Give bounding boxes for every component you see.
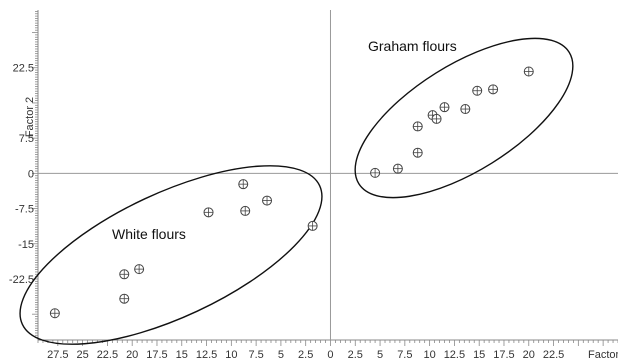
white-flour-point: [134, 264, 145, 275]
white-flour-point: [119, 269, 130, 280]
white-flour-point: [238, 179, 249, 190]
y-tick-label: -22.5: [9, 274, 34, 286]
white-flour-point: [240, 205, 251, 216]
graham-flour-point: [431, 113, 442, 124]
x-tick-label: 25: [76, 349, 88, 361]
graham-flour-point: [370, 167, 381, 178]
y-tick-label: -7.5: [15, 204, 34, 216]
x-tick-label: 12.5: [196, 349, 217, 361]
x-tick-label: 2.5: [348, 349, 363, 361]
x-tick-label: 10: [423, 349, 435, 361]
white-flour-point: [49, 308, 60, 319]
white-flours-ellipse: [19, 165, 323, 345]
y-axis-title: Factor 2: [24, 97, 36, 137]
graham-flour-point: [439, 102, 450, 113]
group-ellipses: [19, 37, 574, 345]
x-axis-title: Factor: [588, 349, 618, 361]
white-flour-point: [119, 293, 130, 304]
x-tick-label: 5: [377, 349, 383, 361]
graham-flours-ellipse: [354, 37, 574, 199]
graham-flour-point: [472, 85, 483, 96]
labels: Graham flours White flours Factor 2 Fact…: [24, 38, 618, 361]
graham-flour-point: [392, 163, 403, 174]
y-tick-label: 7.5: [19, 133, 34, 145]
y-tick-label: 22.5: [13, 63, 34, 75]
white-flours-label: White flours: [112, 226, 186, 242]
x-tick-label: 0: [327, 349, 333, 361]
x-tick-label: 15: [176, 349, 188, 361]
graham-flour-point: [412, 147, 423, 158]
x-tick-label: 20: [523, 349, 535, 361]
graham-flour-point: [523, 66, 534, 77]
x-tick-label: 7.5: [397, 349, 412, 361]
white-flour-point: [262, 195, 273, 206]
data-points: [49, 66, 534, 319]
x-tick-label: 20: [126, 349, 138, 361]
white-flour-point: [203, 207, 214, 218]
x-tick-label: 27.5: [47, 349, 68, 361]
graham-flour-point: [460, 104, 471, 115]
x-tick-label: 12.5: [444, 349, 465, 361]
x-tick-label: 7.5: [248, 349, 263, 361]
graham-flours-label: Graham flours: [368, 38, 457, 54]
x-tick-label: 10: [225, 349, 237, 361]
y-tick-label: 0: [28, 168, 34, 180]
x-tick-label: 2.5: [298, 349, 313, 361]
graham-flour-point: [412, 121, 423, 132]
x-tick-label: 22.5: [543, 349, 564, 361]
x-tick-label: 5: [278, 349, 284, 361]
axes: 27.5 25 22.5 20 17.5 15 12.5 10 7.5 5 2.5 0 2.5 5 7.5 1…: [9, 10, 618, 361]
x-tick-label: 15: [473, 349, 485, 361]
white-flour-point: [307, 220, 318, 231]
graham-flour-point: [488, 84, 499, 95]
x-tick-label: 17.5: [493, 349, 514, 361]
x-tick-label: 17.5: [146, 349, 167, 361]
x-tick-label: 22.5: [97, 349, 118, 361]
y-tick-label: -15: [18, 239, 34, 251]
